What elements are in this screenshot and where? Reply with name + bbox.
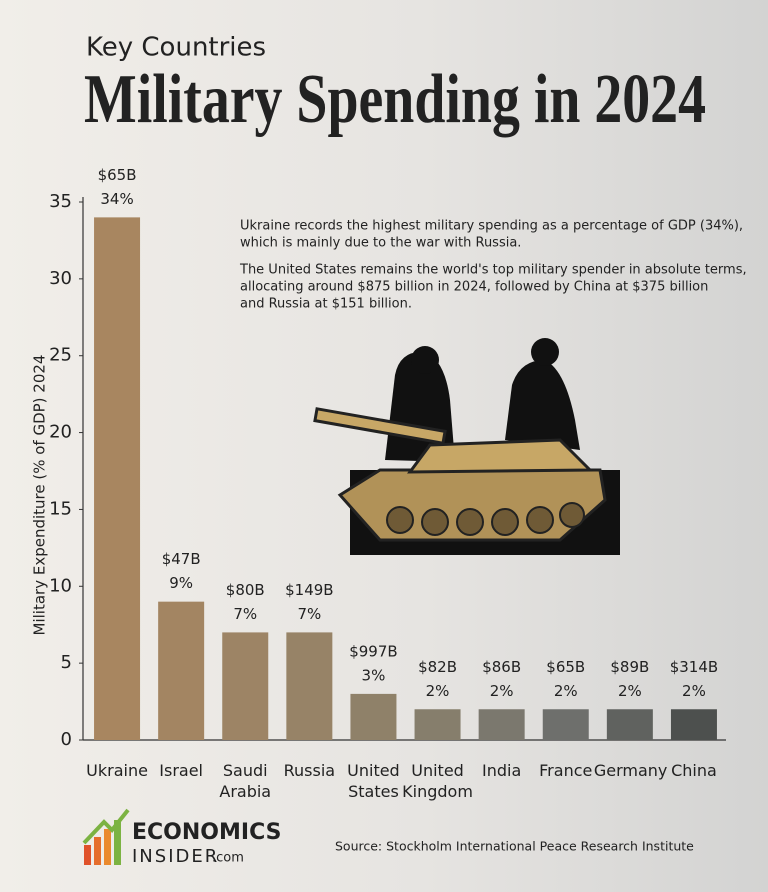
x-tick-label: United Kingdom bbox=[402, 761, 473, 801]
spending-label: $86B bbox=[482, 658, 521, 676]
x-tick-label: Ukraine bbox=[86, 761, 148, 780]
annotation: allocating around $875 billion in 2024, … bbox=[240, 280, 708, 295]
value-label: 9% bbox=[169, 574, 193, 592]
y-tick-label: 30 bbox=[49, 268, 72, 289]
bar bbox=[670, 709, 717, 740]
spending-label: $47B bbox=[162, 550, 201, 568]
y-tick-label: 10 bbox=[49, 575, 72, 596]
y-tick-label: 35 bbox=[49, 191, 72, 212]
spending-label: $82B bbox=[418, 658, 457, 676]
bar bbox=[542, 709, 589, 740]
y-tick-label: 5 bbox=[61, 652, 72, 673]
bar bbox=[286, 632, 333, 740]
logo-sub: INSIDER bbox=[132, 846, 219, 867]
x-tick-label: Russia bbox=[283, 761, 336, 780]
value-label: 2% bbox=[618, 682, 642, 700]
title: Military Spending in 2024 bbox=[84, 61, 706, 138]
spending-label: $314B bbox=[670, 658, 718, 676]
value-label: 2% bbox=[490, 682, 514, 700]
value-label: 7% bbox=[233, 605, 257, 623]
value-label: 2% bbox=[426, 682, 450, 700]
y-tick-label: 20 bbox=[49, 422, 72, 443]
logo-name: ECONOMICS bbox=[132, 820, 281, 845]
value-label: 34% bbox=[100, 190, 133, 208]
annotation: which is mainly due to the war with Russ… bbox=[240, 236, 521, 251]
value-label: 7% bbox=[297, 605, 321, 623]
annotation: The United States remains the world's to… bbox=[239, 263, 747, 278]
illustration bbox=[313, 338, 620, 555]
x-tick-label: Israel bbox=[159, 761, 203, 780]
y-tick-label: 15 bbox=[49, 498, 72, 519]
bar bbox=[478, 709, 525, 740]
spending-label: $65B bbox=[98, 166, 137, 184]
y-tick-label: 0 bbox=[61, 729, 72, 750]
annotation: Ukraine records the highest military spe… bbox=[240, 219, 743, 234]
y-tick-label: 25 bbox=[49, 345, 72, 366]
bar bbox=[158, 601, 205, 740]
x-tick-label: India bbox=[482, 761, 522, 780]
logo-domain: .com bbox=[212, 851, 244, 866]
x-tick-label: Saudi Arabia bbox=[219, 761, 272, 801]
x-tick-label: France bbox=[539, 761, 593, 780]
bar bbox=[414, 709, 461, 740]
spending-label: $997B bbox=[349, 642, 397, 660]
subtitle: Key Countries bbox=[86, 33, 266, 63]
x-tick-label: China bbox=[671, 761, 717, 780]
spending-label: $149B bbox=[285, 581, 333, 599]
x-tick-label: United States bbox=[347, 761, 400, 801]
spending-label: $89B bbox=[610, 658, 649, 676]
bar bbox=[606, 709, 653, 740]
logo-icon bbox=[82, 808, 130, 865]
source: Source: Stockholm International Peace Re… bbox=[335, 839, 694, 854]
x-tick-label: Germany bbox=[593, 761, 668, 780]
value-label: 3% bbox=[362, 666, 386, 684]
spending-label: $65B bbox=[546, 658, 585, 676]
bar bbox=[94, 217, 141, 740]
bar bbox=[222, 632, 269, 740]
y-axis-label: Military Expenditure (% of GDP) 2024 bbox=[31, 355, 49, 636]
value-label: 2% bbox=[682, 682, 706, 700]
spending-label: $80B bbox=[226, 581, 265, 599]
annotation: and Russia at $151 billion. bbox=[240, 297, 412, 312]
bar bbox=[350, 693, 397, 740]
value-label: 2% bbox=[554, 682, 578, 700]
